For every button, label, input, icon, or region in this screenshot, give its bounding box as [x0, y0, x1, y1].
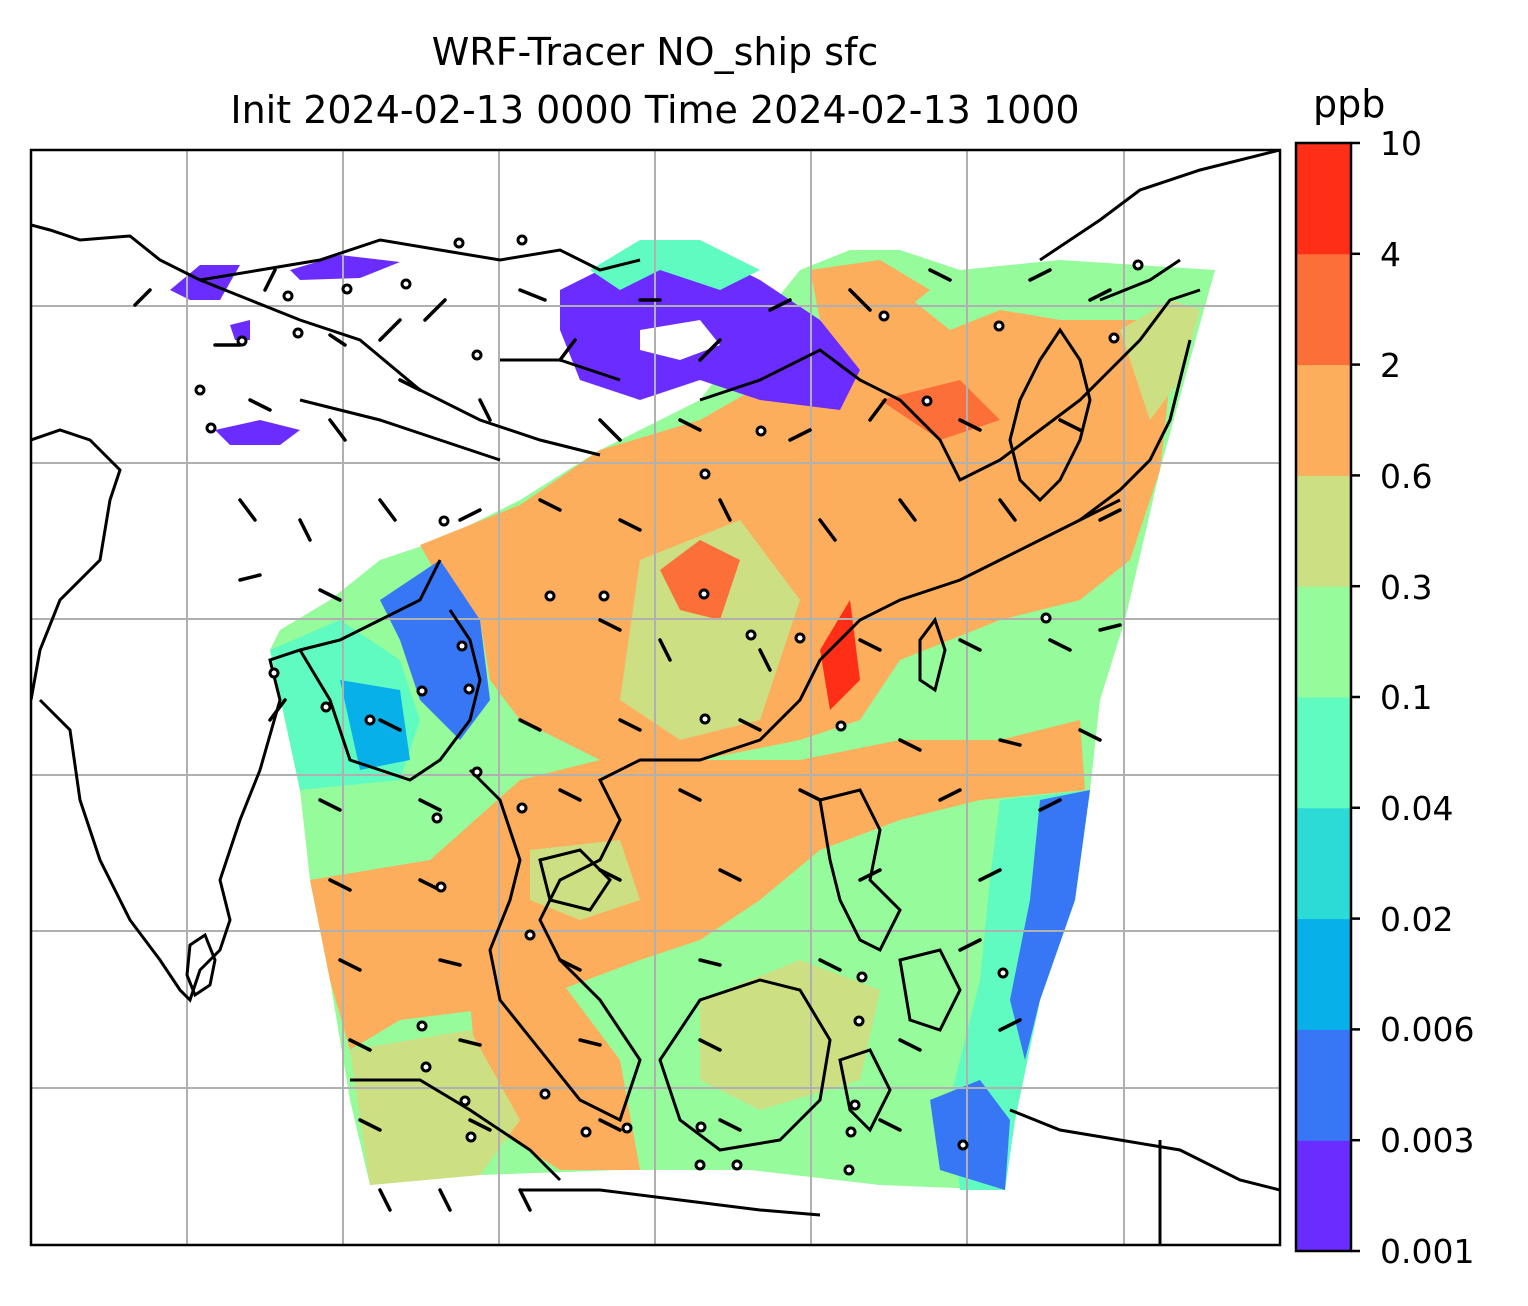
field-teal-north	[590, 240, 760, 290]
colorbar-segment	[1296, 586, 1351, 698]
coast-newguinea	[1009, 1108, 1280, 1245]
colorbar-tick-label: 0.02	[1380, 900, 1454, 939]
coast-indochina	[468, 498, 1121, 1123]
colorbar-units: ppb	[1313, 82, 1386, 126]
coast-philippines	[818, 788, 962, 1032]
colorbar-segment	[1296, 807, 1351, 920]
colorbar-tick-label: 0.006	[1380, 1010, 1475, 1049]
field-olive-indochina	[530, 840, 640, 920]
colorbar-tick-label: 4	[1380, 235, 1401, 274]
field-purple-mongolia	[560, 250, 860, 410]
coast-sulawesi	[838, 1048, 892, 1133]
colorbar-segment	[1296, 253, 1351, 366]
map-plot-area	[31, 150, 1280, 1245]
coast-north-border	[199, 238, 641, 282]
coast-srilanka	[185, 932, 217, 998]
coastlines	[31, 150, 1280, 1245]
colorbar-segment	[1296, 364, 1351, 476]
gridlines	[31, 150, 1280, 1245]
field-blue-southeast	[930, 1080, 1010, 1190]
field-red-2	[820, 600, 860, 710]
colorbar-segment	[1296, 697, 1351, 809]
colorbar	[1296, 141, 1360, 1253]
map-frame	[29, 148, 1282, 1247]
coast-taiwan	[918, 616, 947, 693]
colorbar-tick-label: 0.3	[1380, 568, 1433, 607]
tracer-field	[170, 240, 1215, 1190]
colorbar-tick-label: 0.04	[1380, 789, 1454, 828]
colorbar-tick-label: 2	[1380, 346, 1401, 385]
coast-gulf-thailand	[538, 848, 612, 912]
field-orange-south	[310, 720, 1085, 1050]
colorbar-frame	[1294, 141, 1353, 1253]
field-purple-west2	[290, 255, 400, 280]
colorbar-segment	[1296, 143, 1351, 255]
coast-north	[1039, 150, 1280, 262]
wind-barbs	[133, 268, 1122, 1212]
field-purple-west3	[215, 420, 300, 445]
field-purple-west4	[230, 320, 250, 340]
field-olive-south	[350, 1030, 520, 1185]
colorbar-tick-label: 0.6	[1380, 457, 1433, 496]
coast-china-north	[699, 288, 1201, 483]
field-olive-borneo	[700, 960, 880, 1110]
colorbar-tick-label: 0.001	[1380, 1232, 1475, 1271]
colorbar-tick-label: 10	[1380, 124, 1422, 163]
map-title-line1: WRF-Tracer NO_ship sfc	[431, 30, 879, 74]
map-title-line2: Init 2024-02-13 0000 Time 2024-02-13 100…	[230, 88, 1080, 132]
calm-markers	[194, 234, 1144, 1176]
coast-korea	[1008, 327, 1092, 503]
coast-borneo	[658, 978, 832, 1152]
colorbar-segment	[1296, 475, 1351, 587]
field-olive-3	[1120, 300, 1200, 420]
coast-java	[520, 1188, 821, 1217]
colorbar-tick-label: 0.1	[1380, 678, 1433, 717]
coast-japan	[1079, 258, 1192, 522]
coast-india	[31, 223, 601, 1003]
field-olive-2	[810, 260, 930, 330]
coast-sumatra	[350, 1078, 562, 1182]
colorbar-tick-label: 0.003	[1380, 1121, 1475, 1160]
colorbar-segment	[1296, 1140, 1351, 1252]
field-blue-east	[1010, 790, 1090, 1060]
coast-bay-east	[298, 609, 482, 782]
field-red-1	[660, 540, 740, 620]
field-white-hole	[640, 320, 720, 360]
colorbar-segment	[1296, 1029, 1351, 1141]
field-cyan-bay	[340, 680, 410, 770]
colorbar-segment	[1296, 918, 1351, 1030]
